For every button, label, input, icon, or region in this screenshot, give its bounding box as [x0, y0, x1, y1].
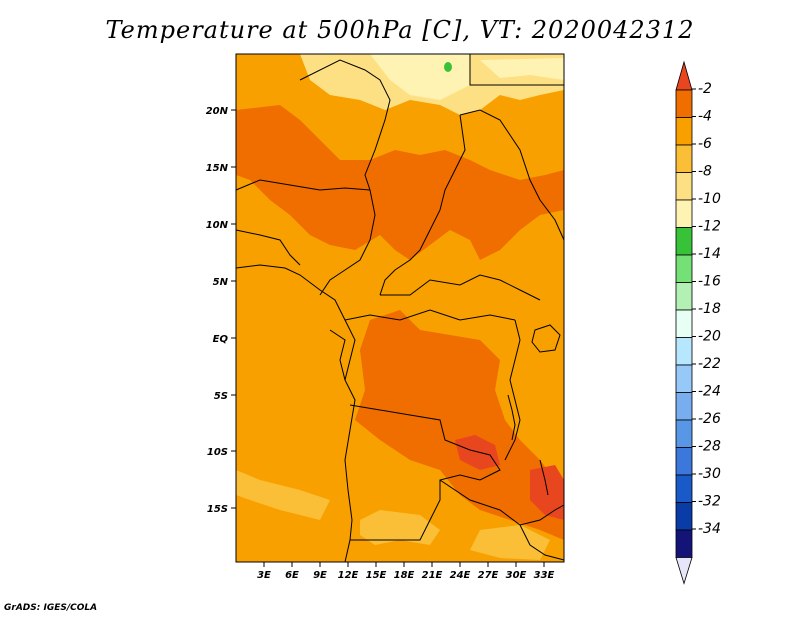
colorbar-cell — [675, 144, 693, 173]
border-drc-east — [504, 319, 521, 461]
map-title: Temperature at 500hPa [C], VT: 202004231… — [105, 16, 695, 44]
colorbar-cell — [675, 502, 693, 531]
lat-label-20n: 20N — [206, 106, 229, 117]
colorbar-cell — [675, 89, 693, 118]
lon-label-27e: 27E — [478, 570, 499, 581]
lat-label-15s: 15S — [207, 504, 228, 515]
colorbar-cell — [675, 364, 693, 393]
colorbar-label: -2 — [698, 81, 712, 97]
colorbar-cell — [675, 419, 693, 448]
colorbar-cell — [675, 282, 693, 311]
colorbar-cell — [675, 337, 693, 366]
lat-label-eq: EQ — [213, 334, 229, 345]
lon-axis: 3E 6E 9E 12E 15E 18E 21E 24E 27E 30E 33E — [257, 562, 555, 581]
colorbar-label: -8 — [698, 164, 712, 180]
border-car — [380, 274, 541, 301]
border-gabon — [329, 329, 346, 381]
colorbar-cell — [675, 199, 693, 228]
colorbar-label: -20 — [698, 329, 721, 345]
colorbar-label: -12 — [698, 219, 721, 235]
lon-label-21e: 21E — [422, 570, 443, 581]
lat-label-5n: 5N — [213, 277, 229, 288]
colorbar-cell — [675, 172, 693, 201]
field-light-ne — [480, 58, 564, 80]
map-frame — [235, 53, 565, 563]
colorbar-label: -16 — [698, 274, 721, 290]
border-lake-malawi — [539, 459, 549, 496]
border-coast-west — [235, 264, 356, 563]
field-red-core — [455, 435, 500, 470]
map-panel — [235, 53, 565, 563]
colorbar-label: -30 — [698, 466, 721, 482]
lat-label-10n: 10N — [206, 220, 229, 231]
border-libya-chad — [299, 59, 391, 191]
colorbar-label: -28 — [698, 439, 721, 455]
lon-label-30e: 30E — [506, 570, 527, 581]
lon-label-3e: 3E — [257, 570, 271, 581]
field-orange-central — [355, 310, 564, 540]
colorbar-cell — [675, 392, 693, 421]
field-orange-west — [236, 105, 564, 260]
colorbar-label: -4 — [698, 109, 712, 125]
colorbar-cell — [675, 254, 693, 283]
lat-axis: 20N 15N 10N 5N EQ 5S 10S 15S — [206, 106, 236, 515]
lat-label-5s: 5S — [214, 391, 228, 402]
field-light-south — [360, 510, 440, 545]
field-green-spot — [444, 62, 452, 72]
lon-label-24e: 24E — [450, 570, 471, 581]
border-drc-north — [344, 309, 516, 321]
colorbar-cell — [675, 447, 693, 476]
colorbar-cell — [675, 474, 693, 503]
colorbar-label: -14 — [698, 246, 721, 262]
border-chad-sudan — [379, 114, 466, 296]
colorbar-cell — [675, 117, 693, 146]
lat-label-15n: 15N — [206, 163, 229, 174]
colorbar-cell — [675, 309, 693, 338]
lon-label-12e: 12E — [338, 570, 359, 581]
colorbar-tip-bottom — [675, 557, 693, 585]
border-lake-victoria — [531, 324, 561, 353]
border-west-misc — [235, 229, 301, 266]
colorbar-cell — [675, 529, 693, 558]
border-nigeria-cameroon — [319, 189, 376, 296]
lon-label-6e: 6E — [285, 570, 299, 581]
lon-label-9e: 9E — [313, 570, 327, 581]
lon-label-33e: 33E — [534, 570, 555, 581]
lat-label-10s: 10S — [207, 447, 228, 458]
border-niger-nigeria — [235, 179, 371, 191]
colorbar-label: -6 — [698, 136, 712, 152]
colorbar-label: -10 — [698, 191, 721, 207]
colorbar-label: -26 — [698, 411, 721, 427]
colorbar-label: -34 — [698, 521, 721, 537]
colorbar: -2 -4 -6 -8 -10 -12 -14 -16 -18 -20 -22 -24 -26 -28 -3… — [675, 60, 721, 585]
border-egypt — [469, 54, 564, 86]
border-mozambique — [519, 524, 565, 561]
field-light-se — [470, 525, 550, 560]
colorbar-label: -18 — [698, 301, 721, 317]
colorbar-label: -32 — [698, 494, 721, 510]
colorbar-tip-top — [675, 60, 693, 91]
border-angola — [349, 404, 501, 541]
border-sudan-south — [459, 109, 565, 241]
colorbar-label: -22 — [698, 356, 721, 372]
colorbar-cell — [675, 227, 693, 256]
field-light-sw — [236, 470, 330, 520]
grads-credit: GrADS: IGES/COLA — [4, 603, 98, 613]
colorbar-label: -24 — [698, 384, 721, 400]
border-lake-tanganyika — [507, 394, 516, 441]
lon-label-18e: 18E — [394, 570, 415, 581]
lon-label-15e: 15E — [366, 570, 387, 581]
